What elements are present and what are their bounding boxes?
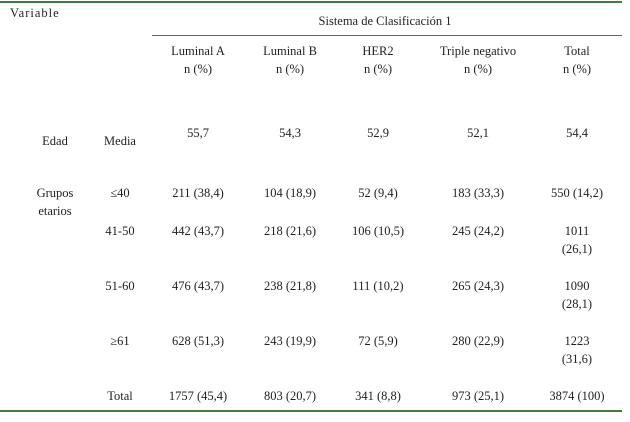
- row-label: Media: [104, 134, 136, 148]
- table-cell: 1757 (45,4): [168, 389, 228, 403]
- table-cell: 628 (51,3): [171, 334, 225, 348]
- variable-header: Variable: [10, 6, 60, 20]
- table-cell: 54,3: [279, 126, 301, 140]
- table-cell: 1011 (26,1): [561, 224, 593, 256]
- column-header: Triple negativo: [439, 44, 517, 58]
- table-cell: 1090 (28,1): [561, 279, 593, 311]
- column-header: HER2: [362, 44, 394, 58]
- table-cell: 183 (33,3): [451, 186, 505, 200]
- column-header: n (%): [562, 62, 592, 76]
- table-cell: 803 (20,7): [263, 389, 317, 403]
- top-rule: [0, 1, 622, 3]
- table-cell: 104 (18,9): [263, 186, 317, 200]
- header-rule: [152, 35, 622, 36]
- row-label: Total: [107, 389, 133, 403]
- table-cell: 265 (24,3): [451, 279, 505, 293]
- table-cell: 1223 (31,6): [561, 334, 593, 366]
- table-cell: 442 (43,7): [171, 224, 225, 238]
- table-cell: 243 (19,9): [263, 334, 317, 348]
- row-label: ≤40: [110, 186, 130, 200]
- table-cell: 550 (14,2): [550, 186, 604, 200]
- column-header: Luminal A: [171, 44, 225, 58]
- row-group: Grupos etarios: [36, 186, 74, 218]
- row-label: 41-50: [105, 224, 135, 238]
- table-cell: 341 (8,8): [355, 389, 401, 403]
- table-cell: 280 (22,9): [451, 334, 505, 348]
- column-header: n (%): [183, 62, 213, 76]
- table-cell: 52 (9,4): [358, 186, 398, 200]
- row-label: ≥61: [110, 334, 130, 348]
- bottom-rule: [0, 410, 622, 412]
- table-cell: 52,1: [467, 126, 489, 140]
- column-header: Total: [564, 44, 590, 58]
- table-cell: 211 (38,4): [172, 186, 224, 200]
- column-header: Luminal B: [263, 44, 317, 58]
- row-label: 51-60: [105, 279, 135, 293]
- table-cell: 3874 (100): [549, 389, 605, 403]
- column-header: n (%): [463, 62, 493, 76]
- table-cell: 973 (25,1): [451, 389, 505, 403]
- table-cell: 106 (10,5): [351, 224, 405, 238]
- table-cell: 245 (24,2): [451, 224, 505, 238]
- column-header: n (%): [363, 62, 393, 76]
- table-cell: 476 (43,7): [171, 279, 225, 293]
- table-cell: 55,7: [187, 126, 209, 140]
- table-cell: 111 (10,2): [352, 279, 404, 293]
- table-cell: 238 (21,8): [263, 279, 317, 293]
- table-cell: 52,9: [367, 126, 389, 140]
- column-header: n (%): [275, 62, 305, 76]
- table-cell: 218 (21,6): [263, 224, 317, 238]
- system-header: Sistema de Clasificación 1: [318, 14, 452, 28]
- table-cell: 72 (5,9): [358, 334, 398, 348]
- table-cell: 54,4: [566, 126, 588, 140]
- row-group: Edad: [42, 134, 68, 148]
